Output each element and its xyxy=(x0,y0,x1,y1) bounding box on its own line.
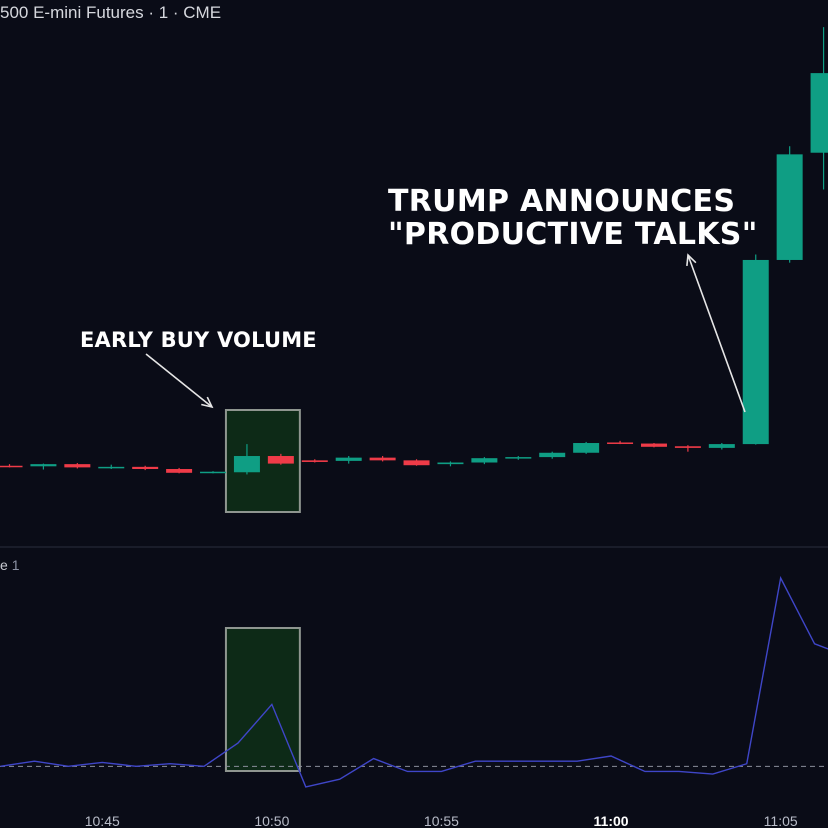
highlight-box-indicator xyxy=(224,627,301,772)
candle xyxy=(132,465,159,471)
candle-body-up xyxy=(776,154,803,260)
candle-body-down xyxy=(132,466,159,470)
candle-body-down xyxy=(166,469,193,473)
candle xyxy=(810,27,828,190)
candle xyxy=(539,451,566,459)
candle-body-down xyxy=(267,456,294,464)
candle-body-up xyxy=(539,452,566,458)
candle-body-up xyxy=(30,464,57,467)
candle-body-down xyxy=(403,460,430,466)
candle xyxy=(0,464,23,468)
time-axis-tick-label: 11:00 xyxy=(594,813,629,828)
arrow-shaft xyxy=(145,353,213,408)
candle-body-down xyxy=(607,442,634,444)
candle xyxy=(166,467,193,474)
candle-body-down xyxy=(369,457,396,461)
candle xyxy=(403,459,430,466)
candle xyxy=(301,459,328,463)
candle-body-down xyxy=(674,446,701,448)
candle-body-up xyxy=(98,466,125,469)
candle-body-up xyxy=(573,443,600,453)
annotation-early-buy-volume: EARLY BUY VOLUME xyxy=(80,328,317,352)
candle-body-up xyxy=(471,458,498,463)
candle-body-up xyxy=(742,259,769,445)
price-pane xyxy=(0,27,828,513)
candle-body-up xyxy=(200,471,227,474)
indicator-line xyxy=(0,575,828,788)
time-axis-tick-label: 10:55 xyxy=(424,813,459,828)
annotation-arrows xyxy=(145,253,746,413)
chart-title: 500 E-mini Futures · 1 · CME xyxy=(0,3,222,22)
candle-body-up xyxy=(335,457,362,461)
arrow-early-buy xyxy=(145,353,214,409)
candle xyxy=(267,453,294,465)
candle xyxy=(233,444,260,475)
candle xyxy=(505,456,532,460)
time-axis-tick-label: 10:50 xyxy=(254,813,289,828)
annotation-trump-productive-talks: TRUMP ANNOUNCES "PRODUCTIVE TALKS" xyxy=(388,185,758,251)
candle xyxy=(607,440,634,445)
candle xyxy=(437,461,464,467)
annotation-line-1: TRUMP ANNOUNCES xyxy=(388,184,736,219)
candle xyxy=(708,443,735,450)
arrow-productive-talks xyxy=(686,253,746,413)
indicator-param: 1 xyxy=(11,557,20,573)
candle-body-down xyxy=(64,464,91,468)
arrow-head xyxy=(201,396,214,409)
candle-body-down xyxy=(640,443,667,447)
candle xyxy=(335,456,362,464)
time-axis-tick-label: 11:05 xyxy=(764,813,798,828)
indicator-name: e xyxy=(0,557,8,573)
candle xyxy=(742,254,769,445)
candle-body-up xyxy=(708,444,735,448)
candle-body-down xyxy=(0,465,23,468)
candle xyxy=(200,471,227,474)
annotation-line-2: "PRODUCTIVE TALKS" xyxy=(388,217,758,252)
candle xyxy=(471,457,498,465)
candle-body-up xyxy=(437,462,464,465)
candle xyxy=(30,463,57,470)
time-axis-tick-label: 10:45 xyxy=(85,813,120,828)
candle-body-down xyxy=(301,460,328,462)
indicator-pane xyxy=(0,575,828,788)
candle xyxy=(573,441,600,454)
candle xyxy=(64,463,91,469)
arrow-shaft xyxy=(687,254,746,413)
candle-body-up xyxy=(233,456,260,473)
candle-body-up xyxy=(810,73,828,153)
candle xyxy=(674,445,701,452)
candle xyxy=(640,443,667,448)
candle xyxy=(98,464,125,470)
time-axis: 10:45 10:50 10:55 11:00 11:05 xyxy=(85,813,798,828)
candle-body-up xyxy=(505,457,532,459)
candle xyxy=(776,146,803,263)
arrow-head xyxy=(686,253,697,267)
candle xyxy=(369,456,396,462)
